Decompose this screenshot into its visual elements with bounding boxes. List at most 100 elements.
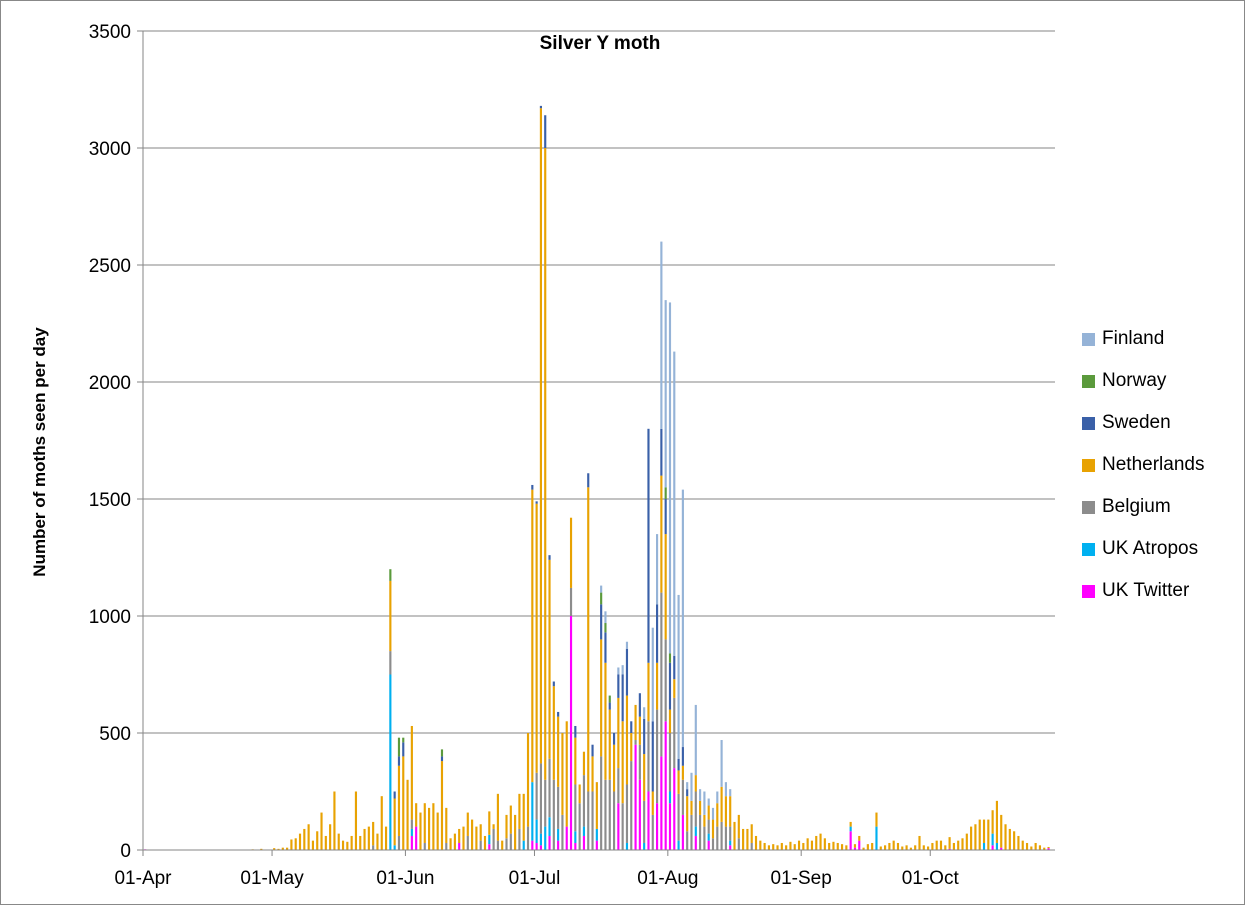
- legend-swatch: [1082, 542, 1095, 556]
- bar-segment: [845, 845, 848, 850]
- bar-segment: [363, 828, 366, 850]
- bar-segment: [909, 847, 912, 850]
- bar-segment: [625, 648, 629, 696]
- bar-segment: [982, 819, 986, 843]
- bar-segment: [974, 824, 977, 850]
- bar-segment: [643, 718, 646, 755]
- bar-segment: [608, 779, 611, 850]
- bar-segment: [509, 833, 512, 850]
- bar-segment: [1025, 842, 1029, 850]
- bar-segment: [858, 840, 861, 850]
- bar-segment: [445, 842, 448, 850]
- bar-segment: [505, 814, 508, 839]
- bar-segment: [617, 803, 620, 850]
- bar-segment: [711, 807, 715, 820]
- bar-segment: [415, 826, 418, 850]
- bar-segment: [681, 489, 684, 748]
- bar-segment: [445, 807, 448, 843]
- bar-segment: [660, 592, 663, 757]
- y-tick-label: 1500: [89, 490, 131, 511]
- bar-segment: [557, 716, 560, 787]
- bar-segment: [707, 805, 710, 820]
- bar-segment: [995, 800, 998, 843]
- bar-segment: [961, 838, 964, 850]
- bar-segment: [535, 772, 538, 820]
- bar-segment: [677, 594, 680, 759]
- bar-segment: [991, 810, 994, 834]
- bar-segment: [535, 501, 538, 504]
- bar-segment: [686, 789, 689, 797]
- bar-segment: [634, 740, 637, 745]
- bar-segment: [337, 833, 340, 850]
- legend-label: Finland: [1102, 328, 1165, 349]
- bar-segment: [354, 791, 358, 850]
- bar-segment: [703, 791, 706, 815]
- bar-segment: [359, 835, 362, 850]
- bar-segment: [501, 840, 504, 850]
- bar-segment: [410, 828, 413, 836]
- bar-segment: [410, 725, 413, 820]
- bar-segment: [767, 845, 770, 850]
- legend-label: UK Twitter: [1102, 580, 1190, 601]
- bar-segment: [711, 819, 715, 839]
- bar-segment: [879, 846, 882, 850]
- bar-segment: [565, 826, 568, 850]
- bar-segment: [531, 489, 534, 783]
- legend-item: Finland: [1082, 318, 1204, 360]
- bar-segment: [694, 791, 697, 827]
- legend-item: UK Atropos: [1082, 528, 1204, 570]
- bar-segment: [298, 833, 302, 850]
- bar-segment: [729, 789, 732, 797]
- bar-segment: [677, 793, 680, 841]
- bar-segment: [914, 845, 917, 850]
- bar-segment: [651, 791, 654, 815]
- x-tick-label: 01-Jul: [509, 868, 561, 889]
- bar-segment: [664, 487, 667, 499]
- bar-segment: [957, 840, 960, 850]
- bar-segment: [643, 754, 646, 801]
- bar-segment: [518, 793, 521, 829]
- bar-segment: [681, 765, 684, 780]
- bar-segment: [836, 842, 839, 850]
- bar-segment: [948, 837, 951, 849]
- bar-segment: [552, 686, 555, 780]
- bars: [144, 105, 1050, 850]
- bar-segment: [1000, 814, 1003, 848]
- bar-segment: [746, 828, 749, 850]
- bar-segment: [638, 693, 641, 717]
- bar-segment: [978, 819, 981, 850]
- bar-segment: [1047, 846, 1050, 849]
- bar-segment: [647, 662, 650, 722]
- bar-segment: [699, 814, 702, 850]
- bar-segment: [694, 835, 697, 850]
- bar-segment: [802, 842, 805, 850]
- bar-segment: [643, 842, 646, 850]
- bar-segment: [1000, 847, 1003, 850]
- bar-segment: [931, 842, 934, 850]
- bar-segment: [415, 803, 418, 827]
- bar-segment: [294, 838, 297, 850]
- bar-segment: [905, 845, 908, 850]
- bar-segment: [522, 840, 525, 850]
- y-tick-label: 2500: [89, 256, 131, 277]
- bar-segment: [423, 803, 426, 843]
- bar-segment: [479, 840, 482, 850]
- bar-segment: [651, 627, 654, 722]
- bar-segment: [380, 796, 383, 850]
- bar-segment: [402, 756, 405, 850]
- bar-segment: [1034, 842, 1037, 850]
- y-tick-label: 3000: [89, 139, 131, 160]
- bar-segment: [595, 782, 598, 829]
- bar-segment: [548, 758, 551, 818]
- bar-segment: [664, 639, 667, 722]
- bar-segment: [397, 835, 401, 850]
- bar-segment: [608, 695, 611, 703]
- legend-label: UK Atropos: [1102, 538, 1199, 559]
- bar-segment: [703, 814, 706, 827]
- bar-segment: [806, 838, 809, 850]
- bar-segment: [849, 821, 852, 827]
- bar-segment: [797, 840, 801, 850]
- legend-swatch: [1082, 374, 1095, 388]
- bar-segment: [582, 751, 586, 776]
